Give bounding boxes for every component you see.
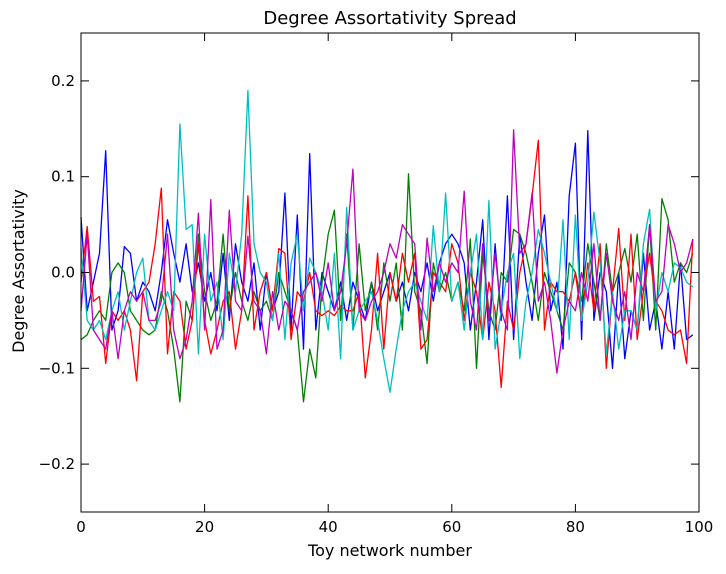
x-axis-label: Toy network number xyxy=(307,541,472,560)
series-layer xyxy=(80,89,694,403)
y-tick-label: 0.1 xyxy=(51,168,75,186)
chart-title: Degree Assortativity Spread xyxy=(263,8,516,29)
ticks-layer: 0 20 40 60 80 100 −0.2 −0.1 0.0 0.1 0.2 xyxy=(39,33,714,536)
y-tick-label: −0.2 xyxy=(39,455,75,473)
x-tick-label: 40 xyxy=(319,518,338,536)
y-tick-label: −0.1 xyxy=(39,359,75,377)
x-tick-label: 20 xyxy=(195,518,214,536)
x-tick-label: 80 xyxy=(566,518,585,536)
y-tick-label: 0.2 xyxy=(51,72,75,90)
x-tick-label: 100 xyxy=(685,518,714,536)
x-tick-label: 0 xyxy=(76,518,86,536)
y-axis-label: Degree Assortativity xyxy=(9,189,28,353)
series-line-3 xyxy=(80,139,694,389)
y-tick-label: 0.0 xyxy=(51,264,75,282)
x-tick-label: 60 xyxy=(442,518,461,536)
series-line-5 xyxy=(80,129,694,374)
series-line-4 xyxy=(80,89,694,393)
plot-frame xyxy=(80,32,700,513)
series-line-2 xyxy=(80,173,694,403)
